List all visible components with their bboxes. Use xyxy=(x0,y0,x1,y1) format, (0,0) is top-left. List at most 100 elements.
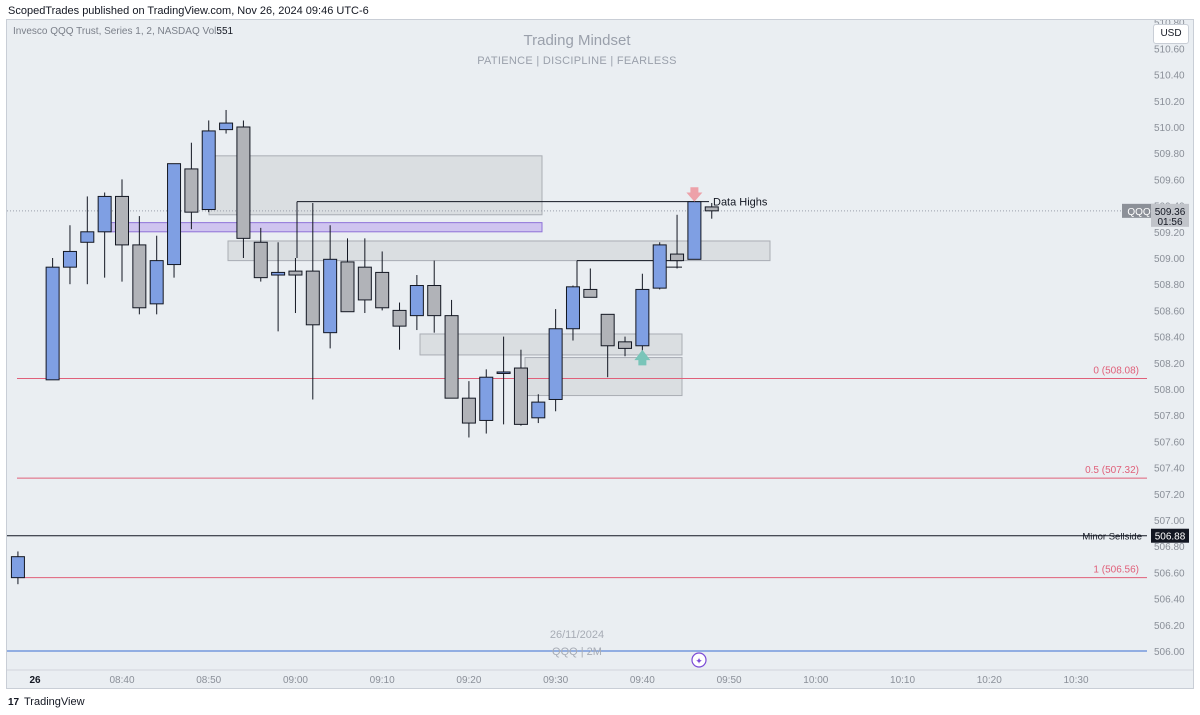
candle-body xyxy=(409,285,424,317)
price-tick: 508.40 xyxy=(1154,333,1185,344)
price-tick: 506.00 xyxy=(1154,647,1185,658)
candle-body xyxy=(219,122,234,131)
price-tick: 510.20 xyxy=(1154,97,1185,108)
symbol-description: Invesco QQQ Trust, Series 1, 2, NASDAQ V… xyxy=(13,26,217,37)
footer-brand: TradingView xyxy=(24,696,85,708)
candle-body xyxy=(444,315,459,399)
candle-body xyxy=(513,367,528,425)
candle-body xyxy=(704,206,719,212)
candle-body xyxy=(427,285,442,317)
candle xyxy=(236,120,251,258)
candle-body xyxy=(62,250,77,268)
price-tick: 509.00 xyxy=(1154,254,1185,265)
candle xyxy=(565,285,580,341)
time-tick: 26 xyxy=(29,675,41,686)
candle-body xyxy=(97,195,112,233)
candle-body xyxy=(357,266,372,301)
candle xyxy=(531,394,546,424)
tradingview-logo-icon: 17 xyxy=(8,697,20,708)
candle-body xyxy=(479,376,494,421)
up-arrow-icon xyxy=(634,349,651,366)
time-tick: 10:30 xyxy=(1063,675,1088,686)
candle xyxy=(305,202,320,400)
candle xyxy=(115,179,129,282)
price-tick: 508.60 xyxy=(1154,306,1185,317)
watermark-symbol: QQQ | 2M xyxy=(552,646,602,658)
candle xyxy=(479,369,494,434)
candle xyxy=(288,258,303,314)
candle-body xyxy=(167,163,182,266)
candle xyxy=(687,199,702,260)
candle xyxy=(635,273,650,358)
time-tick: 09:50 xyxy=(717,675,742,686)
candle-body xyxy=(271,271,286,276)
time-tick: 09:30 xyxy=(543,675,568,686)
candle xyxy=(184,142,199,230)
time-tick: 09:20 xyxy=(456,675,481,686)
candle xyxy=(583,268,598,298)
minor-sellside-price-box xyxy=(1151,528,1189,543)
chart-pane[interactable]: 0 (508.08) 0.5 (507.32) 1 (506.56) Minor Se… xyxy=(6,19,1194,689)
candle-body xyxy=(461,397,476,424)
candle xyxy=(600,313,615,378)
down-arrow-icon xyxy=(686,187,703,202)
candle xyxy=(10,551,25,585)
candle-body xyxy=(565,286,580,330)
candle-body xyxy=(687,201,702,260)
candle xyxy=(149,235,164,315)
price-tick: 509.60 xyxy=(1154,175,1185,186)
price-tick: 508.80 xyxy=(1154,280,1185,291)
candle xyxy=(45,258,60,381)
zone-bottom xyxy=(524,357,683,397)
watermark-title: Trading Mindset xyxy=(523,32,631,49)
candle xyxy=(253,227,268,282)
candle-body xyxy=(132,244,147,309)
price-tick: 506.20 xyxy=(1154,621,1185,632)
time-tick: 08:50 xyxy=(196,675,221,686)
price-chart[interactable]: 0 (508.08) 0.5 (507.32) 1 (506.56) Minor Se… xyxy=(7,20,1194,689)
price-tick: 508.20 xyxy=(1154,359,1185,370)
fib-0-5-label: 0.5 (507.32) xyxy=(1085,465,1139,476)
candle-body xyxy=(323,258,338,334)
currency-button[interactable]: USD xyxy=(1153,24,1189,44)
price-tick: 510.60 xyxy=(1154,44,1185,55)
candle-body xyxy=(670,253,685,262)
candle-body xyxy=(236,126,251,239)
zone-middle xyxy=(227,240,771,262)
candle xyxy=(132,216,147,315)
symbol-legend: Invesco QQQ Trust, Series 1, 2, NASDAQ V… xyxy=(13,26,233,37)
candle xyxy=(97,192,112,278)
candle-body xyxy=(184,168,199,213)
time-tick: 09:10 xyxy=(370,675,395,686)
candle-body xyxy=(618,341,633,349)
time-tick: 10:00 xyxy=(803,675,828,686)
candle-body xyxy=(392,309,407,327)
publish-bar: ScopedTrades published on TradingView.co… xyxy=(0,0,1200,20)
candle xyxy=(670,214,685,269)
candle-body xyxy=(600,313,615,347)
candle xyxy=(461,381,476,438)
price-tick: 509.80 xyxy=(1154,149,1185,160)
candle-body xyxy=(375,271,390,309)
candle xyxy=(375,251,390,311)
candle-body xyxy=(652,244,667,289)
price-tick: 508.00 xyxy=(1154,385,1185,396)
candle xyxy=(496,336,511,425)
price-tick: 507.80 xyxy=(1154,411,1185,422)
fib-0-label: 0 (508.08) xyxy=(1093,366,1139,377)
candle xyxy=(704,202,719,219)
candle xyxy=(340,238,355,313)
price-tick: 507.00 xyxy=(1154,516,1185,527)
candle-body xyxy=(305,270,320,326)
candle-body xyxy=(288,270,303,276)
price-tick: 507.20 xyxy=(1154,490,1185,501)
candle xyxy=(618,336,633,357)
price-tick: 510.00 xyxy=(1154,123,1185,134)
price-tick: 507.40 xyxy=(1154,464,1185,475)
candle-body xyxy=(201,130,216,211)
volume-value: 551 xyxy=(216,26,234,37)
watermark-subtitle: PATIENCE | DISCIPLINE | FEARLESS xyxy=(477,55,677,67)
fib-1-label: 1 (506.56) xyxy=(1093,565,1139,576)
time-tick: 08:40 xyxy=(109,675,134,686)
candle-body xyxy=(253,241,268,279)
